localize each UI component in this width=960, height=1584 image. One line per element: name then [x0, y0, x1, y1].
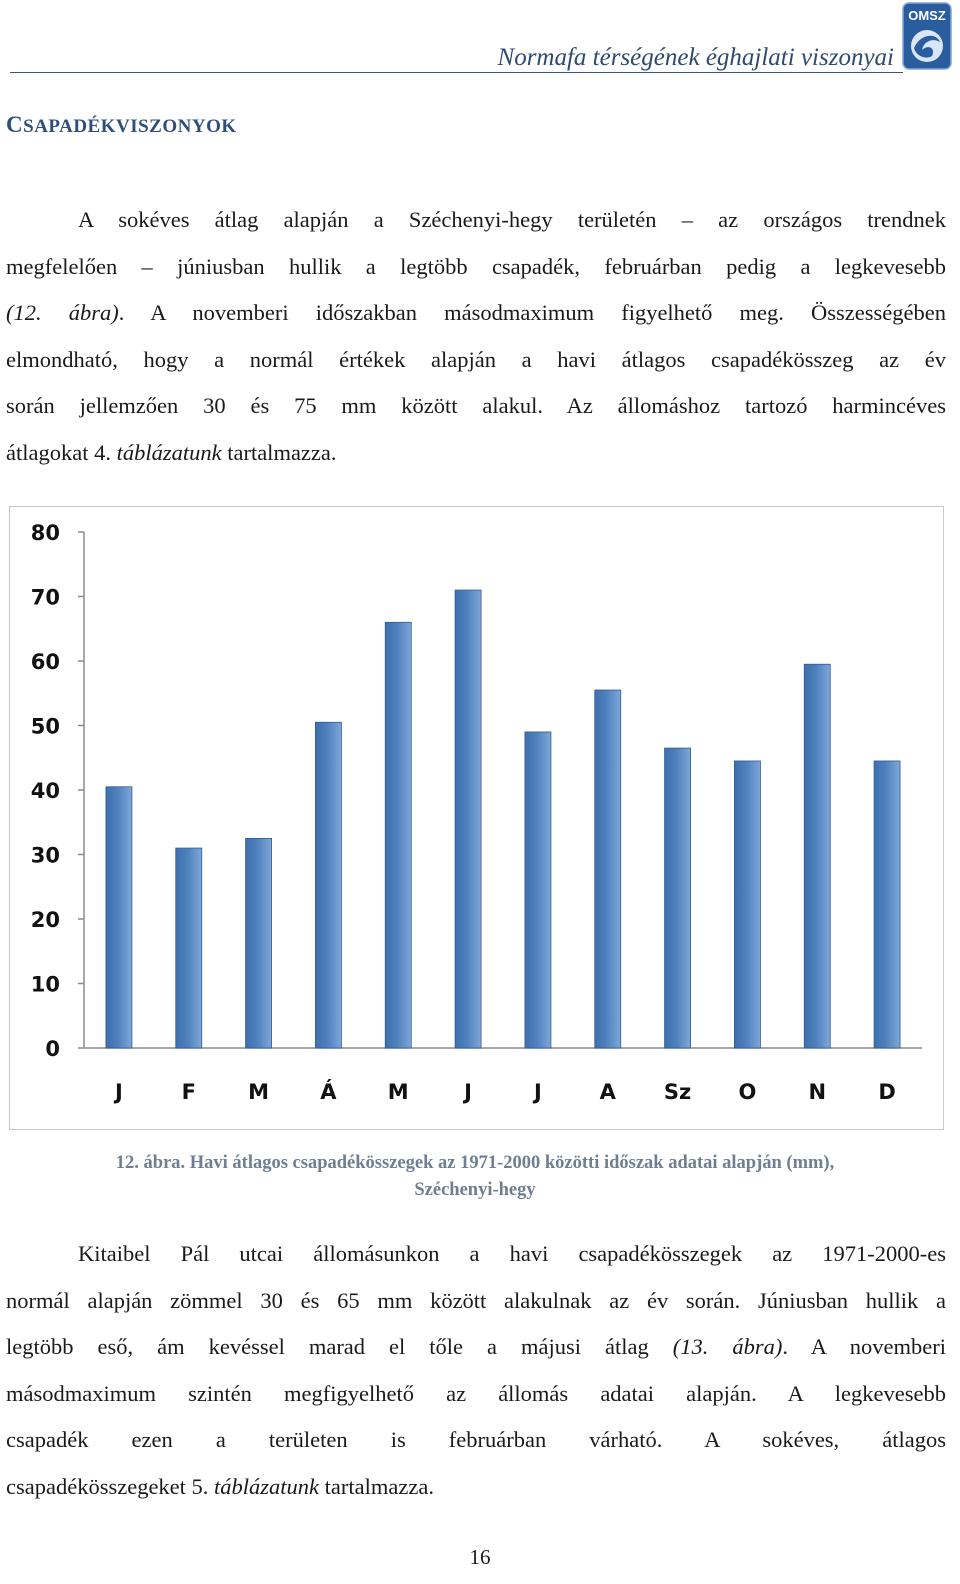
x-category-label: Á	[320, 1079, 337, 1104]
y-tick-label: 80	[31, 521, 60, 545]
paragraph-line: csapadék ezen a területen is februárban …	[6, 1427, 946, 1453]
bar-7	[524, 731, 552, 1049]
omsz-logo: OMSZ	[902, 2, 952, 70]
paragraph-line: átlagokat 4. táblázatunk tartalmazza.	[6, 430, 946, 477]
x-category-label: M	[388, 1080, 409, 1104]
paragraph-line: Kitaibel Pál utcai állomásunkon a havi c…	[78, 1241, 946, 1266]
text-segment: . A novemberi	[782, 1334, 946, 1360]
bar-9	[664, 747, 691, 1049]
bar-8	[594, 689, 622, 1049]
bar-11	[803, 663, 831, 1049]
italic-reference: táblázatunk	[214, 1473, 320, 1499]
running-header-title: Normafa térségének éghajlati viszonyai	[497, 44, 894, 71]
y-tick-label: 40	[31, 779, 60, 803]
y-tick-label: 70	[31, 586, 60, 610]
x-category-label: A	[600, 1080, 617, 1104]
x-category-label: M	[248, 1080, 269, 1104]
y-tick-label: 20	[31, 908, 60, 932]
x-category-label: J	[532, 1080, 542, 1104]
paragraph-line: normál alapján zömmel 30 és 65 mm között…	[6, 1287, 946, 1313]
paragraph-line: elmondható, hogy a normál értékek alapjá…	[6, 346, 946, 372]
text-segment: legtöbb eső, ám kevéssel marad el tőle a…	[6, 1334, 673, 1360]
caption-line-2: Széchenyi-hegy	[414, 1180, 536, 1200]
bar-6	[454, 589, 482, 1049]
bar-4	[315, 721, 342, 1049]
text-segment: átlagokat 4.	[6, 439, 117, 465]
header-rule	[10, 72, 903, 73]
italic-reference: (12. ábra)	[6, 300, 119, 326]
paragraph-line: csapadékösszegeket 5. táblázatunk tartal…	[6, 1464, 946, 1511]
y-tick-label: 0	[45, 1037, 60, 1061]
precipitation-chart-frame: 0 10 20 30 40 50 60 70 80 J F M Á M J J A Sz O N D	[9, 506, 944, 1130]
bar-3	[245, 837, 272, 1049]
paragraph-line: (12. ábra). A novemberi időszakban másod…	[6, 290, 946, 337]
y-tick-label: 50	[31, 715, 60, 739]
x-category-label: O	[738, 1080, 756, 1104]
x-category-label: J	[462, 1080, 472, 1104]
y-tick-label: 30	[31, 844, 60, 868]
x-category-label: D	[878, 1080, 895, 1104]
text-segment: tartalmazza.	[221, 439, 337, 465]
paragraph-line: másodmaximum szintén megfigyelhető az ál…	[6, 1380, 946, 1406]
page-number: 16	[469, 1545, 491, 1569]
y-tick-label: 60	[31, 650, 60, 674]
text-segment: . A novemberi időszakban másodmaximum fi…	[118, 300, 946, 326]
bar-5	[384, 621, 412, 1049]
y-tick-label: 10	[31, 973, 60, 997]
text-segment: csapadékösszegeket 5.	[6, 1473, 215, 1499]
precipitation-bar-chart: 0 10 20 30 40 50 60 70 80 J F M Á M J J A Sz O N D	[31, 521, 922, 1104]
x-category-label: J	[113, 1080, 123, 1104]
italic-reference: táblázatunk	[116, 439, 222, 465]
paragraph-2: Kitaibel Pál utcai állomásunkon a havi c…	[6, 1231, 946, 1511]
caption-label: 12. ábra.	[115, 1153, 186, 1173]
x-category-label: F	[182, 1080, 196, 1104]
italic-reference: (13. ábra)	[672, 1334, 783, 1360]
x-category-label: N	[808, 1080, 826, 1104]
bar-2	[175, 847, 203, 1049]
caption-text: Havi átlagos csapadékösszegek az 1971-20…	[185, 1153, 835, 1173]
section-heading-initial: C	[6, 112, 24, 137]
text-segment: tartalmazza.	[319, 1473, 434, 1499]
figure-caption: 12. ábra. Havi átlagos csapadékösszegek …	[10, 1150, 940, 1204]
x-category-label: Sz	[664, 1080, 691, 1104]
paragraph-line: során jellemzően 30 és 75 mm között alak…	[6, 393, 946, 419]
paragraph-1: A sokéves átlag alapján a Széchenyi-hegy…	[6, 197, 946, 477]
paragraph-line: legtöbb eső, ám kevéssel marad el tőle a…	[6, 1324, 946, 1371]
paragraph-line: A sokéves átlag alapján a Széchenyi-hegy…	[78, 207, 946, 232]
bar-1	[105, 786, 133, 1049]
bar-12	[873, 760, 901, 1049]
section-heading: CSAPADÉKVISZONYOK	[6, 112, 237, 138]
paragraph-line: megfelelően – júniusban hullik a legtöbb…	[6, 253, 946, 279]
svg-text:OMSZ: OMSZ	[908, 8, 946, 23]
bar-10	[734, 760, 761, 1049]
section-heading-rest: SAPADÉKVISZONYOK	[23, 116, 237, 137]
